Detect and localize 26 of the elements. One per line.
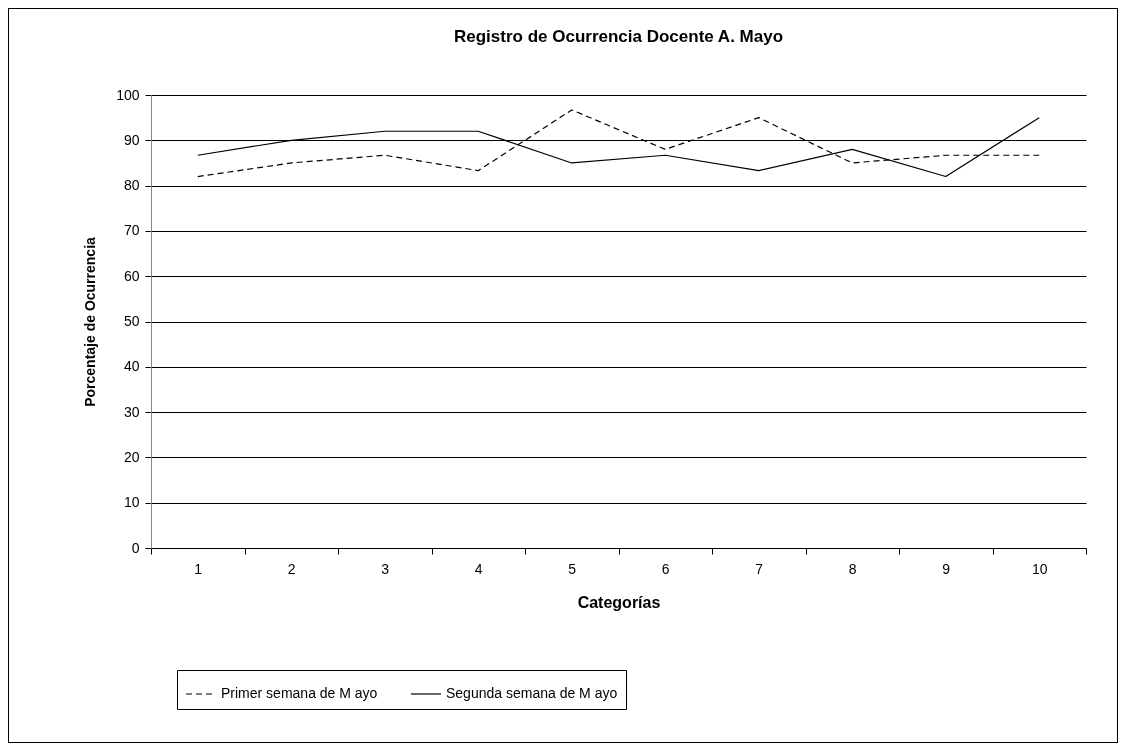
y-tick-label: 100 — [116, 86, 140, 103]
x-tick-label: 3 — [381, 560, 390, 577]
x-tick-label: 6 — [661, 560, 670, 577]
y-tick-label: 40 — [123, 358, 140, 375]
y-tick-label: 50 — [123, 313, 140, 329]
x-tick-label: 9 — [942, 560, 951, 577]
x-tick-label: 2 — [287, 560, 296, 577]
x-tick-label: 10 — [1031, 560, 1048, 577]
x-tick-label: 8 — [848, 560, 857, 577]
y-tick-label: 30 — [123, 403, 140, 420]
y-tick-label: 70 — [123, 222, 140, 239]
legend-label: Primer semana de M ayo — [221, 685, 378, 701]
y-tick-label: 0 — [131, 539, 140, 556]
y-tick-label: 10 — [123, 494, 140, 511]
y-axis-title: Porcentaje de Ocurrencia — [82, 236, 99, 407]
chart-title: Registro de Ocurrencia Docente A. Mayo — [453, 27, 784, 46]
legend-label: Segunda semana de M ayo — [446, 685, 618, 701]
y-tick-label: 80 — [123, 177, 140, 194]
x-tick-label: 4 — [474, 560, 483, 577]
x-tick-label: 1 — [194, 560, 203, 577]
y-tick-label: 20 — [123, 448, 140, 465]
y-tick-label: 60 — [123, 267, 140, 284]
x-axis-title: Categorías — [577, 593, 661, 611]
y-tick-label: 90 — [123, 131, 140, 148]
x-tick-label: 5 — [568, 560, 577, 577]
x-tick-label: 7 — [755, 560, 764, 577]
